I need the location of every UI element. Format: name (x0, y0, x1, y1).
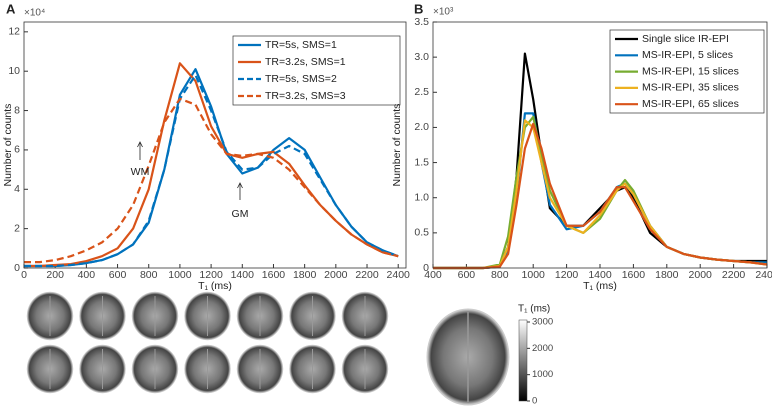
x-tick-label: 1000 (522, 269, 546, 281)
y-tick-label: 4 (14, 183, 20, 195)
x-axis-label: T₁ (ms) (583, 280, 617, 292)
y-tick-label: 2 (14, 222, 20, 234)
legend-box (232, 35, 401, 106)
series-line (24, 97, 399, 264)
x-tick-label: 1200 (555, 269, 579, 281)
x-tick-label: 2200 (722, 269, 746, 281)
y-tick-label: 3.0 (414, 51, 429, 63)
x-tick-label: 2000 (324, 269, 348, 281)
x-tick-label: 1400 (231, 269, 255, 281)
colorbar-tick-label: 1000 (532, 369, 553, 380)
x-tick-label: 0 (21, 269, 27, 281)
colorbar-tick-label: 0 (532, 396, 537, 407)
y-tick-label: 2.0 (414, 121, 429, 133)
y-tick-label: 10 (8, 65, 20, 77)
x-tick-label: 2000 (689, 269, 713, 281)
x-tick-label: 600 (458, 269, 476, 281)
y-tick-label: 8 (14, 104, 20, 116)
x-tick-label: 2200 (355, 269, 379, 281)
series-line (433, 119, 768, 270)
y-axis-label: Number of counts (2, 104, 14, 187)
y-tick-label: 2.5 (414, 86, 429, 98)
x-tick-label: 2400 (755, 269, 772, 281)
legend-label: Single slice IR-EPI (642, 33, 729, 45)
series-line (433, 115, 768, 270)
x-tick-label: 1400 (588, 269, 612, 281)
axis-multiplier: ×10⁴ (24, 8, 45, 19)
x-tick-label: 1800 (655, 269, 679, 281)
legend-label: TR=3.2s, SMS=3 (265, 90, 346, 102)
y-axis-label: Number of counts (391, 104, 403, 187)
y-tick-label: 0 (423, 262, 429, 274)
annotation-label: GM (232, 208, 249, 220)
series-line (24, 74, 399, 268)
x-tick-label: 200 (46, 269, 64, 281)
y-tick-label: 3.5 (414, 16, 429, 28)
x-tick-label: 1800 (293, 269, 317, 281)
colorbar-tick-label: 2000 (532, 343, 553, 354)
series-line (433, 112, 767, 270)
panel-label: A (6, 1, 16, 16)
x-tick-label: 1200 (199, 269, 223, 281)
colorbar-label: T₁ (ms) (518, 304, 550, 315)
y-tick-label: 1.5 (414, 156, 429, 168)
legend-label: TR=3.2s, SMS=1 (265, 56, 346, 68)
annotation-label: WM (131, 166, 150, 178)
legend-label: MS-IR-EPI, 35 slices (642, 82, 739, 94)
y-tick-label: 1.0 (414, 191, 429, 203)
x-tick-label: 800 (140, 269, 158, 281)
x-tick-label: 2400 (387, 269, 411, 281)
series-line (433, 122, 768, 270)
brain-map (426, 308, 528, 406)
x-tick-label: 1600 (262, 269, 286, 281)
y-tick-label: 0.5 (414, 227, 429, 239)
x-axis-label: T₁ (ms) (198, 280, 232, 292)
annotation-arrowhead (137, 141, 143, 148)
colorbar (518, 319, 528, 402)
brain-slices (26, 291, 389, 394)
colorbar-tick-label: 3000 (532, 317, 553, 328)
series-line (24, 62, 399, 268)
x-tick-label: 400 (78, 269, 96, 281)
legend-label: MS-IR-EPI, 15 slices (642, 65, 739, 77)
x-tick-label: 1000 (168, 269, 192, 281)
y-tick-label: 6 (14, 144, 20, 156)
legend-label: TR=5s, SMS=2 (265, 73, 337, 85)
axes-box (23, 21, 407, 269)
x-tick-label: 600 (109, 269, 127, 281)
x-tick-label: 800 (491, 269, 509, 281)
panel-label: B (414, 1, 423, 16)
x-tick-label: 400 (424, 269, 442, 281)
legend-label: TR=5s, SMS=1 (265, 39, 337, 51)
axis-multiplier: ×10³ (433, 7, 454, 18)
axes-box (432, 21, 768, 269)
y-tick-label: 12 (8, 26, 20, 38)
annotation-arrowhead (237, 182, 243, 189)
y-tick-label: 0 (14, 262, 20, 274)
x-tick-label: 1600 (622, 269, 646, 281)
legend-label: MS-IR-EPI, 5 slices (642, 49, 733, 61)
legend-label: MS-IR-EPI, 65 slices (642, 98, 739, 110)
